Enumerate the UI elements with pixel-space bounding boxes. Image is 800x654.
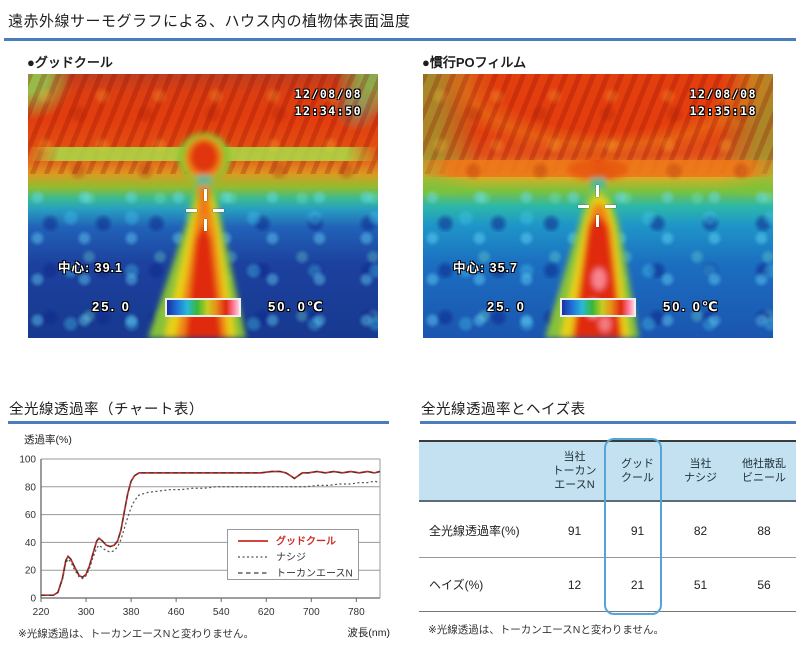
thermal-time: 12:35:18 <box>689 103 757 118</box>
row-label: 全光線透過率(%) <box>429 524 520 538</box>
value-cell: 56 <box>757 577 771 592</box>
y-tick-label: 20 <box>25 566 37 577</box>
thermal-date: 12/08/08 <box>689 87 757 101</box>
chart-canvas: 透過率(%) 0 20 40 60 80 100 220 300 380 460 540 620 700 7… <box>19 433 390 639</box>
y-tick-label: 80 <box>25 482 37 493</box>
column-header: 他社散乱 ビニール <box>742 457 786 484</box>
thermal-colorbar <box>165 298 241 317</box>
thermal-right-label: ●慣行POフィルム <box>422 55 527 70</box>
legend-label: グッドクール <box>276 535 336 548</box>
scale-min-label: 25. 0 <box>487 299 526 314</box>
value-cell: 82 <box>693 523 708 538</box>
x-tick-label: 780 <box>348 607 365 618</box>
row-label: ヘイズ(%) <box>429 578 484 592</box>
x-tick-label: 220 <box>33 607 50 618</box>
column-header: 当社 トーカン エースN <box>552 450 597 492</box>
thermal-image-po-film: 12/08/08 12:35:18 中心: 35.7 25. 0 50. 0℃ <box>423 74 773 338</box>
legend-label: トーカンエースN <box>276 568 353 580</box>
column-header: グッド クール <box>621 457 654 484</box>
thermal-date: 12/08/08 <box>294 87 362 101</box>
x-tick-label: 300 <box>78 607 95 618</box>
value-cell: 21 <box>630 577 645 592</box>
scale-min-label: 25. 0 <box>92 299 131 314</box>
value-cell: 91 <box>630 523 645 538</box>
table-section-title: 全光線透過率とヘイズ表 <box>421 402 586 418</box>
transmittance-haze-table: 当社 トーカン エースN グッド クール 当社 ナシジ 他社散乱 ビニール全光線透過率(%) 91… <box>419 436 796 636</box>
scale-max-label: 50. 0℃ <box>663 299 720 314</box>
value-cell: 51 <box>693 577 708 592</box>
chart-section-title: 全光線透過率（チャート表） <box>9 402 204 418</box>
x-tick-label: 620 <box>258 607 275 618</box>
thermal-roof-stripes <box>423 74 773 175</box>
x-tick-label: 380 <box>123 607 140 618</box>
x-tick-label: 700 <box>303 607 320 618</box>
center-temperature-readout: 中心: 39.1 <box>58 261 123 275</box>
y-tick-label: 100 <box>19 455 36 466</box>
y-tick-label: 60 <box>25 510 37 521</box>
scale-max-label: 50. 0℃ <box>268 299 325 314</box>
x-tick-label: 540 <box>213 607 230 618</box>
chart-x-axis-title: 波長(nm) <box>347 626 390 639</box>
goodcool-column-highlight <box>604 438 662 615</box>
table-row: 全光線透過率(%) 91 91 82 88 <box>419 504 796 558</box>
legend-box <box>227 529 359 580</box>
table-header-row: 当社 トーカン エースN グッド クール 当社 ナシジ 他社散乱 ビニール <box>419 442 796 502</box>
y-tick-label: 40 <box>25 538 37 549</box>
legend-label: ナシジ <box>276 552 306 564</box>
transmittance-chart: 透過率(%) 0 20 40 60 80 100 220 300 380 460 540 620 700 7… <box>0 428 400 654</box>
thermal-image-goodcool: 12/08/08 12:34:50 中心: 39.1 25. 0 50. 0℃ <box>28 74 378 338</box>
chart-y-axis-title: 透過率(%) <box>24 433 72 446</box>
table-title-underline <box>420 421 796 424</box>
thermal-timestamp: 12/08/08 12:35:18 <box>690 86 757 119</box>
value-cell: 88 <box>757 523 771 538</box>
thermal-timestamp: 12/08/08 12:34:50 <box>295 86 362 119</box>
page-title: 遠赤外線サーモグラフによる、ハウス内の植物体表面温度 <box>8 13 411 30</box>
thermal-left-label: ●グッドクール <box>27 55 113 70</box>
value-cell: 91 <box>567 523 582 538</box>
column-header: 当社 ナシジ <box>684 457 717 484</box>
thermal-colorbar <box>560 298 636 317</box>
x-tick-label: 460 <box>168 607 185 618</box>
chart-footnote: ※光線透過は、トーカンエースNと変わりません。 <box>18 628 255 640</box>
value-cell: 12 <box>567 577 582 592</box>
series-line <box>41 470 381 596</box>
thermal-time: 12:34:50 <box>294 103 362 118</box>
title-underline <box>4 38 796 41</box>
chart-title-underline <box>8 421 389 424</box>
center-temperature-readout: 中心: 35.7 <box>453 261 518 275</box>
y-tick-label: 0 <box>30 594 36 605</box>
series-line <box>41 480 381 596</box>
table-footnote: ※光線透過は、トーカンエースNと変わりません。 <box>428 624 665 636</box>
